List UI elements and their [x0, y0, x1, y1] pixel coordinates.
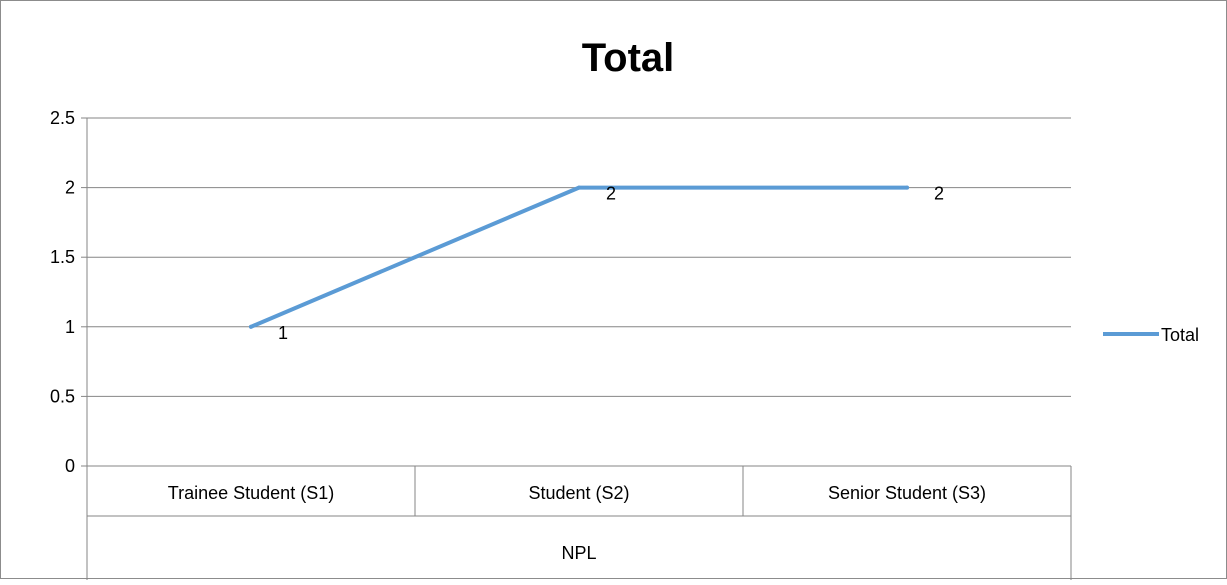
y-tick-label: 0	[65, 456, 75, 476]
series-layer	[249, 185, 909, 329]
legend-label: Total	[1161, 325, 1199, 345]
data-label: 2	[934, 184, 944, 204]
y-tick-label: 2	[65, 178, 75, 198]
x-category-label: Trainee Student (S1)	[168, 483, 334, 503]
y-tick-label: 1	[65, 317, 75, 337]
x-group-label: NPL	[561, 543, 596, 563]
data-label: 1	[278, 323, 288, 343]
data-point	[577, 185, 581, 190]
axes: 0 0.5 1 1.5 2 2.5 Trainee Student (S1) Student …	[50, 108, 1072, 580]
x-category-label: Senior Student (S3)	[828, 483, 986, 503]
chart-title: Total	[582, 36, 675, 80]
x-category-label: Student (S2)	[528, 483, 629, 503]
data-point	[249, 324, 253, 329]
data-label: 2	[606, 184, 616, 204]
y-tick-label: 2.5	[50, 108, 75, 128]
y-tick-label: 1.5	[50, 247, 75, 267]
data-point	[905, 185, 909, 190]
legend: Total	[1103, 325, 1199, 345]
y-tick-label: 0.5	[50, 386, 75, 406]
gridlines	[87, 117, 1071, 467]
data-labels: 1 2 2	[278, 184, 944, 343]
